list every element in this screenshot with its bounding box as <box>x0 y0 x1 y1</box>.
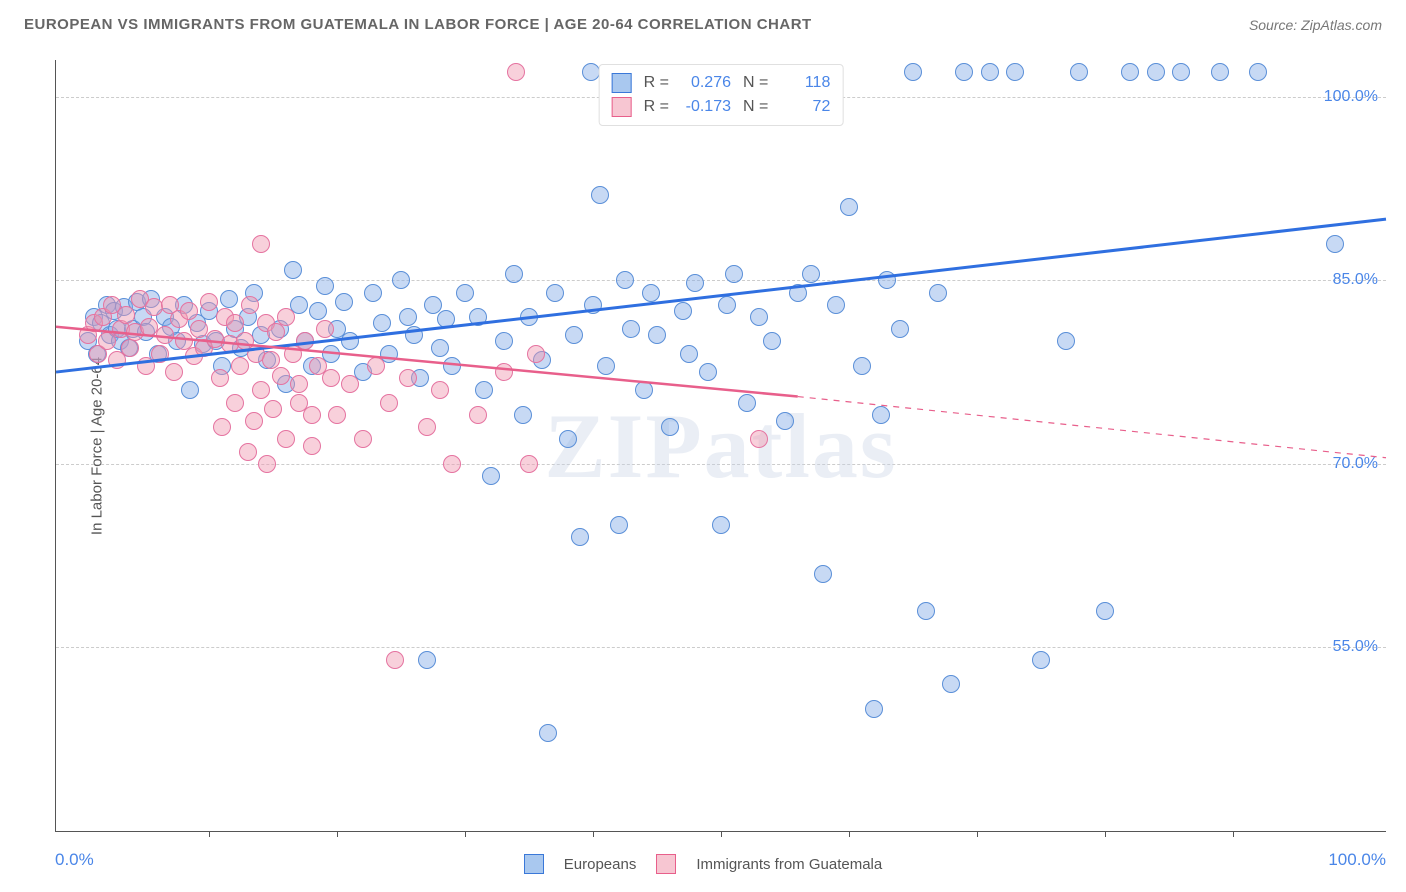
legend-swatch <box>612 97 632 117</box>
trend-line-guatemala <box>56 327 798 397</box>
legend-r-label: R = <box>644 74 669 92</box>
trend-line-europeans <box>56 219 1386 372</box>
legend-n-value: 118 <box>780 74 830 92</box>
source-credit: Source: ZipAtlas.com <box>1249 17 1382 33</box>
x-tick <box>465 831 466 837</box>
correlation-legend: R = 0.276 N = 118 R = -0.173 N = 72 <box>599 64 844 126</box>
chart-plot-area: ZIPatlas R =0.276N =118R =-0.173N =72 10… <box>55 60 1386 832</box>
series-legend: Europeans Immigrants from Guatemala <box>0 854 1406 874</box>
x-tick <box>1105 831 1106 837</box>
legend-n-label: N = <box>743 98 768 116</box>
legend-n-label: N = <box>743 74 768 92</box>
x-tick <box>721 831 722 837</box>
x-tick <box>849 831 850 837</box>
legend-r-label: R = <box>644 98 669 116</box>
x-tick <box>209 831 210 837</box>
x-tick <box>977 831 978 837</box>
legend-series-label: Immigrants from Guatemala <box>696 856 882 873</box>
legend-r-value: -0.173 <box>681 98 731 116</box>
legend-swatch <box>612 73 632 93</box>
legend-swatch <box>524 854 544 874</box>
chart-title: EUROPEAN VS IMMIGRANTS FROM GUATEMALA IN… <box>24 16 812 33</box>
legend-r-value: 0.276 <box>681 74 731 92</box>
trend-line-dashed-guatemala <box>798 397 1386 458</box>
x-tick <box>337 831 338 837</box>
legend-n-value: 72 <box>780 98 830 116</box>
legend-series-label: Europeans <box>564 856 637 873</box>
x-tick <box>1233 831 1234 837</box>
x-tick <box>593 831 594 837</box>
legend-swatch <box>656 854 676 874</box>
trend-lines-layer <box>56 60 1386 831</box>
